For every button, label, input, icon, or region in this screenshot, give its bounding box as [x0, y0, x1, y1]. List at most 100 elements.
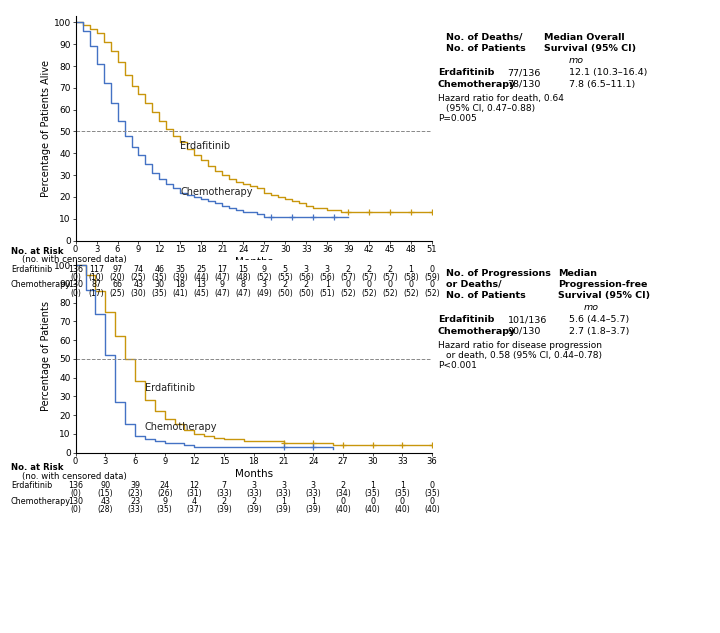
- Text: mo: mo: [569, 56, 584, 65]
- Text: 3: 3: [325, 265, 330, 273]
- Text: (30): (30): [130, 289, 146, 298]
- Text: (49): (49): [256, 289, 272, 298]
- Text: (28): (28): [97, 505, 113, 514]
- Text: 130: 130: [68, 280, 83, 289]
- Text: Hazard ratio for death, 0.64: Hazard ratio for death, 0.64: [438, 94, 564, 103]
- Text: 9: 9: [220, 280, 225, 289]
- Text: 5.6 (4.4–5.7): 5.6 (4.4–5.7): [569, 315, 629, 324]
- Text: (35): (35): [157, 505, 173, 514]
- Text: 136: 136: [68, 481, 83, 490]
- Text: 46: 46: [155, 265, 164, 273]
- Text: Erdafitinib: Erdafitinib: [438, 68, 494, 77]
- Text: 5: 5: [283, 265, 288, 273]
- X-axis label: Months: Months: [235, 469, 273, 479]
- Text: 0: 0: [408, 280, 413, 289]
- Text: 2: 2: [251, 497, 256, 506]
- Text: (31): (31): [186, 489, 202, 498]
- Text: (52): (52): [256, 273, 272, 282]
- Text: 2: 2: [366, 265, 372, 273]
- Text: Chemotherapy: Chemotherapy: [181, 187, 253, 197]
- Text: (40): (40): [365, 505, 380, 514]
- Text: 43: 43: [133, 280, 143, 289]
- Text: 4: 4: [192, 497, 197, 506]
- Text: (26): (26): [157, 489, 173, 498]
- Text: Survival (95% CI): Survival (95% CI): [544, 44, 636, 53]
- Text: (50): (50): [298, 289, 314, 298]
- Text: (33): (33): [305, 489, 321, 498]
- Text: (34): (34): [335, 489, 351, 498]
- Text: 0: 0: [430, 265, 434, 273]
- Text: or Deaths/: or Deaths/: [446, 280, 502, 289]
- Text: 17: 17: [217, 265, 228, 273]
- Text: (47): (47): [215, 273, 230, 282]
- Text: (52): (52): [361, 289, 377, 298]
- Text: 130: 130: [68, 497, 83, 506]
- Text: 39: 39: [130, 481, 140, 490]
- Text: 2: 2: [346, 265, 351, 273]
- Text: (56): (56): [298, 273, 314, 282]
- Text: 9: 9: [162, 497, 167, 506]
- Text: 1: 1: [370, 481, 375, 490]
- Text: (39): (39): [216, 505, 232, 514]
- Text: 1: 1: [408, 265, 413, 273]
- Text: 101/136: 101/136: [508, 315, 547, 324]
- Text: 117: 117: [89, 265, 104, 273]
- Text: (57): (57): [361, 273, 377, 282]
- Text: Progression-free: Progression-free: [558, 280, 647, 289]
- Text: (55): (55): [277, 273, 293, 282]
- Text: (39): (39): [173, 273, 189, 282]
- Text: 87: 87: [91, 280, 102, 289]
- Text: Median: Median: [558, 269, 597, 278]
- Text: 12: 12: [189, 481, 199, 490]
- Text: (0): (0): [70, 489, 81, 498]
- Text: Chemotherapy: Chemotherapy: [11, 497, 71, 506]
- Text: (no. with censored data): (no. with censored data): [22, 472, 126, 480]
- Text: 43: 43: [100, 497, 110, 506]
- Text: Erdafitinib: Erdafitinib: [181, 141, 230, 151]
- Text: 78/130: 78/130: [508, 80, 541, 89]
- Text: 1: 1: [400, 481, 405, 490]
- Text: P=0.005: P=0.005: [438, 114, 477, 123]
- Text: 9: 9: [261, 265, 267, 273]
- Text: Chemotherapy: Chemotherapy: [438, 327, 516, 335]
- Text: (58): (58): [403, 273, 419, 282]
- Text: 74: 74: [133, 265, 143, 273]
- Text: 3: 3: [304, 265, 309, 273]
- Text: 24: 24: [160, 481, 170, 490]
- Text: (33): (33): [216, 489, 232, 498]
- Text: 0: 0: [370, 497, 375, 506]
- Text: (51): (51): [320, 289, 335, 298]
- Text: (45): (45): [194, 289, 210, 298]
- Text: Chemotherapy: Chemotherapy: [438, 80, 516, 89]
- Text: 2: 2: [283, 280, 288, 289]
- Text: 1: 1: [281, 497, 286, 506]
- Text: (40): (40): [395, 505, 410, 514]
- Text: 7: 7: [222, 481, 227, 490]
- Text: 0: 0: [430, 481, 434, 490]
- Text: No. at Risk: No. at Risk: [11, 463, 63, 472]
- Text: 2: 2: [304, 280, 309, 289]
- Text: 3: 3: [251, 481, 256, 490]
- Text: 25: 25: [197, 265, 207, 273]
- Text: No. of Patients: No. of Patients: [446, 291, 526, 299]
- Y-axis label: Percentage of Patients: Percentage of Patients: [41, 301, 50, 411]
- Text: (10): (10): [89, 273, 104, 282]
- Text: Hazard ratio for disease progression: Hazard ratio for disease progression: [438, 341, 602, 349]
- Y-axis label: Percentage of Patients Alive: Percentage of Patients Alive: [41, 60, 50, 197]
- Text: (47): (47): [235, 289, 251, 298]
- Text: 0: 0: [430, 497, 434, 506]
- Text: Survival (95% CI): Survival (95% CI): [558, 291, 650, 299]
- Text: Chemotherapy: Chemotherapy: [11, 280, 71, 289]
- Text: (52): (52): [341, 289, 356, 298]
- Text: (no. with censored data): (no. with censored data): [22, 255, 126, 264]
- Text: (52): (52): [403, 289, 419, 298]
- Text: 77/136: 77/136: [508, 68, 541, 77]
- Text: 3: 3: [262, 280, 267, 289]
- Text: (50): (50): [277, 289, 293, 298]
- Text: P<0.001: P<0.001: [438, 361, 477, 370]
- Text: (39): (39): [276, 505, 292, 514]
- Text: Erdafitinib: Erdafitinib: [145, 383, 195, 392]
- Text: 13: 13: [197, 280, 207, 289]
- Text: (39): (39): [305, 505, 321, 514]
- Text: (35): (35): [365, 489, 380, 498]
